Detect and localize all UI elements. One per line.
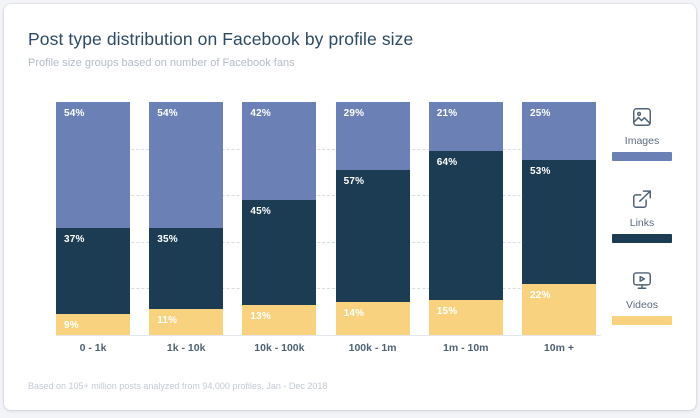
legend-item-videos[interactable]: Videos <box>604 266 680 325</box>
x-axis-tick: 10m + <box>543 342 574 354</box>
bar-group[interactable]: 25% 53% 22% <box>521 102 596 335</box>
bar-value-label: 13% <box>250 310 271 322</box>
legend-item-label: Videos <box>626 299 658 311</box>
legend-item-label: Links <box>629 217 655 229</box>
bar-value-label: 21% <box>436 108 458 120</box>
chart-card: Post type distribution on Facebook by pr… <box>4 4 696 410</box>
bar-segment-images[interactable]: 29% <box>335 102 410 170</box>
bar-group[interactable]: 54% 37% 9% <box>56 102 130 335</box>
legend-item-label: Images <box>624 135 660 147</box>
chart-legend: Images Links Videos <box>604 102 680 348</box>
chart-footnote: Based on 105+ million posts analyzed fro… <box>28 381 328 391</box>
bar-value-label: 11% <box>157 315 178 327</box>
x-axis-tick: 100k - 1m <box>348 342 397 354</box>
x-axis-tick: 0 - 1k <box>79 342 107 354</box>
bar-value-label: 15% <box>436 306 458 318</box>
bar-segment-videos[interactable]: 15% <box>428 300 503 335</box>
bar-segment-images[interactable]: 42% <box>242 102 317 200</box>
bar-group[interactable]: 54% 35% 11% <box>149 102 224 335</box>
video-monitor-icon <box>604 266 680 296</box>
bar-segment-images[interactable]: 21% <box>428 102 503 151</box>
bar-segment-videos[interactable]: 22% <box>521 283 596 335</box>
bar-segment-images[interactable]: 25% <box>521 102 596 161</box>
chart-title: Post type distribution on Facebook by pr… <box>28 29 414 49</box>
bar-value-label: 45% <box>250 205 271 217</box>
chart-subtitle: Profile size groups based on number of F… <box>28 57 295 69</box>
axis-baseline <box>56 335 601 336</box>
bar-value-label: 37% <box>64 233 85 245</box>
bar-group[interactable]: 29% 57% 14% <box>335 102 410 335</box>
bar-value-label: 9% <box>64 320 79 332</box>
bar-value-label: 54% <box>157 108 178 120</box>
bar-value-label: 29% <box>343 108 365 120</box>
bar-segment-videos[interactable]: 14% <box>335 302 410 335</box>
bar-value-label: 14% <box>343 308 365 320</box>
plot-area: 54% 37% 9% 54% 35% 11% 42% 45% 13% 29% 57% 14% 21% 64… <box>56 102 596 336</box>
bar-value-label: 57% <box>343 175 365 187</box>
legend-item-links[interactable]: Links <box>604 184 680 243</box>
legend-color-swatch <box>612 316 672 325</box>
bar-segment-images[interactable]: 54% <box>149 102 224 228</box>
x-axis-tick: 1k - 10k <box>166 342 206 354</box>
legend-color-swatch <box>612 234 672 243</box>
x-axis-tick: 1m - 10m <box>442 342 489 354</box>
bar-value-label: 53% <box>529 166 551 178</box>
bar-value-label: 22% <box>529 289 551 301</box>
bar-value-label: 35% <box>157 233 178 245</box>
bar-segment-links[interactable]: 64% <box>428 150 503 301</box>
bar-value-label: 54% <box>64 108 85 120</box>
bar-value-label: 64% <box>436 156 458 168</box>
bar-segment-images[interactable]: 54% <box>56 102 130 228</box>
bar-segment-links[interactable]: 37% <box>56 227 130 315</box>
bar-segment-links[interactable]: 45% <box>242 199 317 305</box>
bar-group[interactable]: 42% 45% 13% <box>242 102 317 335</box>
bar-value-label: 25% <box>529 108 551 120</box>
bar-segment-links[interactable]: 35% <box>149 227 224 310</box>
bar-group[interactable]: 21% 64% 15% <box>428 102 503 335</box>
external-link-icon <box>604 184 680 214</box>
bar-segment-videos[interactable]: 9% <box>56 314 130 335</box>
bar-groups: 54% 37% 9% 54% 35% 11% 42% 45% 13% 29% 57% 14% 21% 64… <box>56 102 596 335</box>
bar-segment-videos[interactable]: 11% <box>149 309 224 335</box>
bar-segment-links[interactable]: 57% <box>335 169 410 303</box>
image-icon <box>604 102 680 132</box>
x-axis-tick: 10k - 100k <box>254 342 305 354</box>
legend-item-images[interactable]: Images <box>604 102 680 161</box>
legend-color-swatch <box>612 152 672 161</box>
bar-segment-links[interactable]: 53% <box>521 160 596 284</box>
bar-value-label: 42% <box>250 108 271 120</box>
bar-segment-videos[interactable]: 13% <box>242 304 317 335</box>
x-axis-labels: 0 - 1k 1k - 10k 10k - 100k 100k - 1m 1m - 10… <box>56 342 596 354</box>
